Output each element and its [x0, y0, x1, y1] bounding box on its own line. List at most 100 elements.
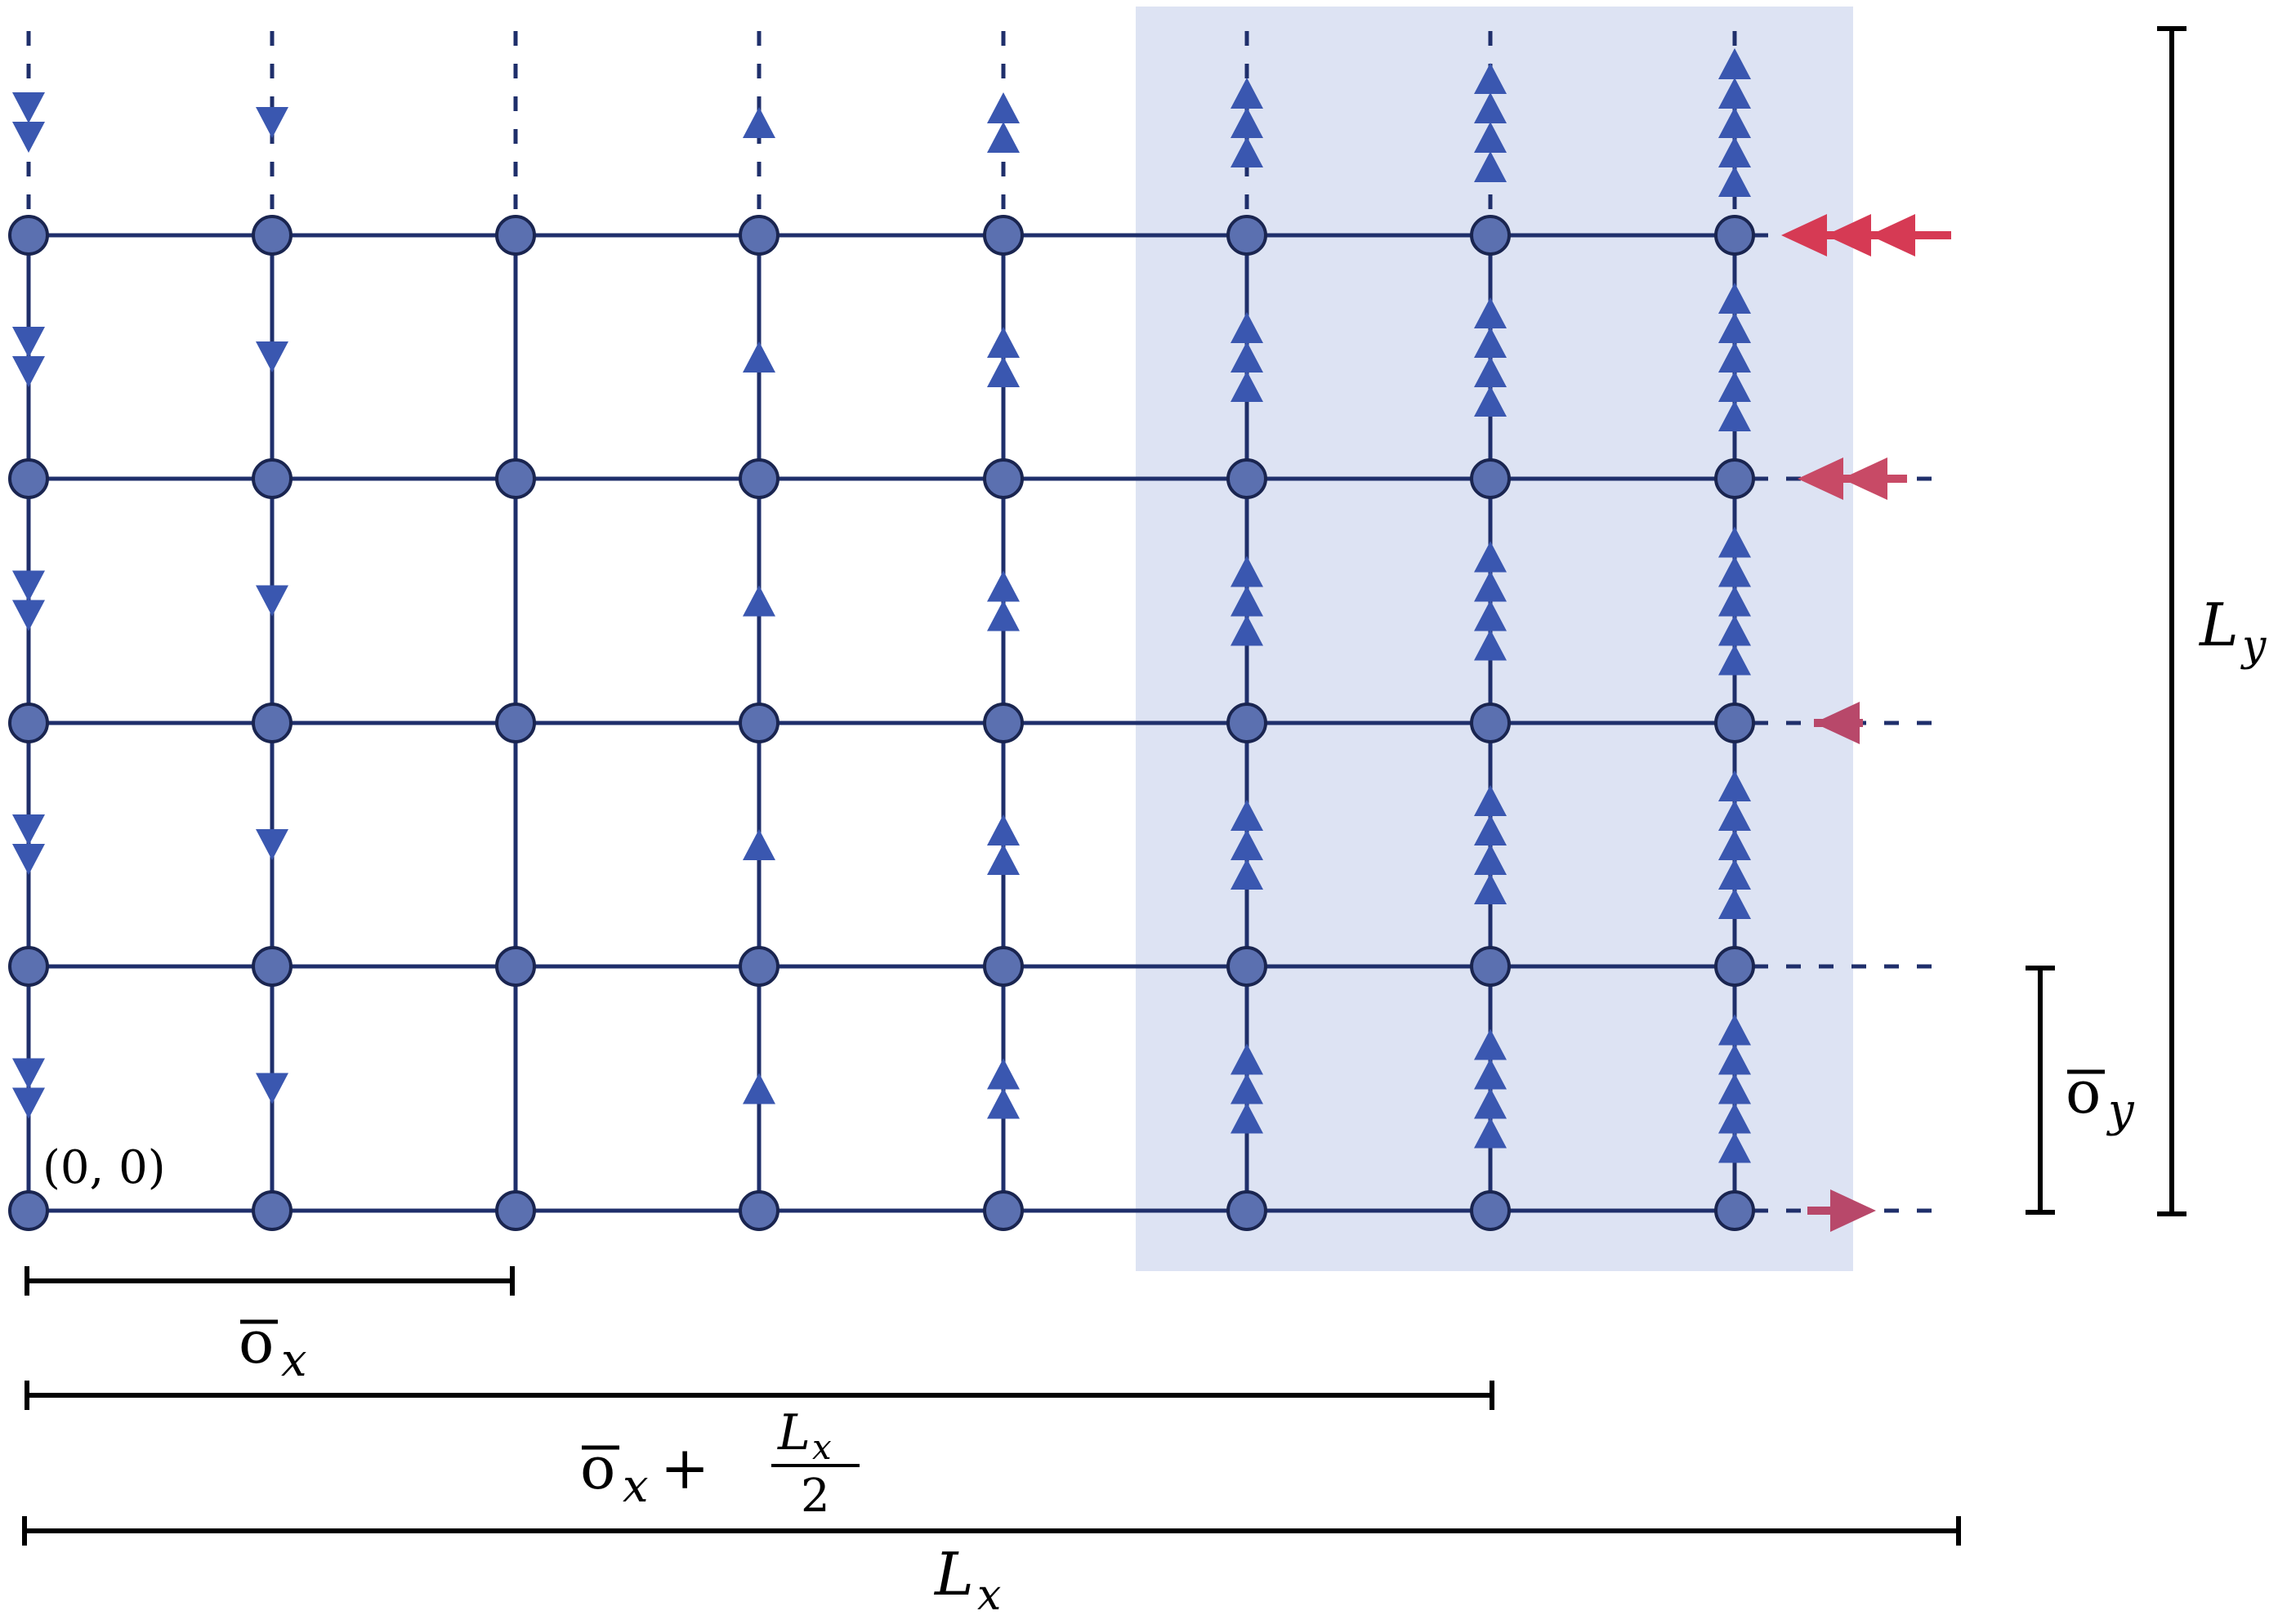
lattice-node: [495, 458, 536, 499]
lattice-node: [1226, 946, 1267, 987]
up-arrow-icon: [1474, 1058, 1507, 1090]
up-arrow-icon: [743, 829, 775, 860]
up-arrow-icon: [1231, 614, 1263, 646]
boundary-arrows: [1781, 214, 1951, 1232]
up-arrow-icon: [1718, 800, 1751, 831]
up-arrow-icon: [1231, 800, 1263, 831]
up-arrow-icon: [1718, 48, 1751, 79]
up-arrow-icon: [1718, 1131, 1751, 1163]
up-arrow-icon: [1231, 1043, 1263, 1075]
up-arrow-icon: [1474, 63, 1507, 94]
ly-label-sub: y: [2240, 622, 2267, 671]
up-arrow-icon: [1718, 1014, 1751, 1046]
lattice-node: [739, 1190, 779, 1231]
lattice-node: [8, 458, 49, 499]
lx-label-main: L: [933, 1540, 974, 1608]
up-arrow-icon: [1231, 136, 1263, 167]
up-arrow-icon: [1474, 356, 1507, 387]
up-arrow-icon: [987, 570, 1020, 602]
up-arrow-icon: [1231, 585, 1263, 617]
up-arrow-icon: [1718, 526, 1751, 558]
up-arrow-icon: [1474, 570, 1507, 602]
up-arrow-icon: [1718, 614, 1751, 646]
up-arrow-icon: [1474, 1087, 1507, 1119]
up-arrow-icon: [1231, 78, 1263, 109]
left-arrow-icon: [1825, 214, 1871, 257]
up-arrow-icon: [1718, 136, 1751, 167]
lattice-node: [495, 1190, 536, 1231]
lx-label-sub: x: [977, 1571, 1001, 1620]
lattice-node: [1470, 946, 1511, 987]
frac-num-sub: x: [812, 1427, 832, 1467]
up-arrow-icon: [1474, 600, 1507, 631]
up-arrow-icon: [1231, 1102, 1263, 1134]
up-arrow-icon: [1474, 541, 1507, 573]
lattice-node: [252, 703, 293, 743]
down-arrow-icon: [12, 844, 45, 875]
lattice-nodes: [8, 215, 1755, 1231]
lattice-node: [1714, 703, 1755, 743]
up-arrow-icon: [1474, 1117, 1507, 1149]
up-arrow-icon: [1718, 1043, 1751, 1075]
up-arrow-icon: [1231, 107, 1263, 138]
lattice-node: [252, 946, 293, 987]
lattice-node: [983, 703, 1024, 743]
ox-plus-half-lx-measure: o x + L x 2: [25, 1381, 1494, 1523]
up-arrow-icon: [1474, 629, 1507, 661]
oy-label-sub: y: [2106, 1084, 2135, 1137]
lx-measure: L x: [22, 1516, 1961, 1620]
lattice-node: [739, 215, 779, 256]
up-arrow-icon: [1718, 1073, 1751, 1104]
up-arrow-icon: [743, 107, 775, 138]
up-arrow-icon: [1231, 312, 1263, 343]
lattice-node: [8, 946, 49, 987]
ox-label-main: o: [239, 1308, 274, 1376]
up-arrow-icon: [987, 356, 1020, 387]
up-arrow-icon: [1718, 770, 1751, 801]
left-arrow-icon: [1798, 457, 1843, 500]
up-arrow-icon: [1718, 107, 1751, 138]
lattice-node: [252, 1190, 293, 1231]
up-arrow-icon: [1474, 151, 1507, 182]
lattice-node: [1470, 215, 1511, 256]
oy-label-main: o: [2066, 1058, 2101, 1127]
ox2-label-main: o: [580, 1434, 615, 1502]
lattice-node: [1470, 1190, 1511, 1231]
up-arrow-icon: [1474, 844, 1507, 875]
up-arrow-icon: [1718, 166, 1751, 197]
ox-measure: o x: [25, 1266, 515, 1387]
up-arrow-icon: [987, 814, 1020, 845]
up-arrow-icon: [1718, 829, 1751, 860]
up-arrow-icon: [1474, 1028, 1507, 1060]
up-arrow-icon: [987, 844, 1020, 875]
plus-sign: +: [660, 1434, 709, 1502]
lattice-node: [8, 703, 49, 743]
up-arrow-icon: [1231, 859, 1263, 890]
down-arrow-icon: [12, 1087, 45, 1119]
lattice-node: [983, 1190, 1024, 1231]
up-arrow-icon: [1718, 283, 1751, 314]
up-arrow-icon: [1474, 327, 1507, 358]
up-arrow-icon: [1718, 859, 1751, 890]
up-arrow-icon: [987, 327, 1020, 358]
ox2-label-sub: x: [623, 1460, 649, 1513]
lattice-node: [1470, 703, 1511, 743]
origin-label: (0, 0): [42, 1141, 166, 1194]
up-arrow-icon: [1474, 122, 1507, 153]
up-arrow-icon: [1474, 92, 1507, 123]
up-arrow-icon: [987, 1058, 1020, 1090]
up-arrow-icon: [1718, 312, 1751, 343]
down-arrow-icon: [12, 356, 45, 387]
lattice-node: [495, 703, 536, 743]
lattice-node: [1714, 1190, 1755, 1231]
up-arrow-icon: [1718, 585, 1751, 617]
down-arrow-icon: [256, 829, 288, 860]
lattice-node: [739, 458, 779, 499]
down-arrow-icon: [256, 585, 288, 617]
up-arrow-icon: [1718, 371, 1751, 402]
lattice-node: [1226, 1190, 1267, 1231]
up-arrow-icon: [1474, 297, 1507, 328]
vertical-flux-arrows: [12, 48, 1751, 1163]
left-arrow-icon: [1781, 214, 1827, 257]
